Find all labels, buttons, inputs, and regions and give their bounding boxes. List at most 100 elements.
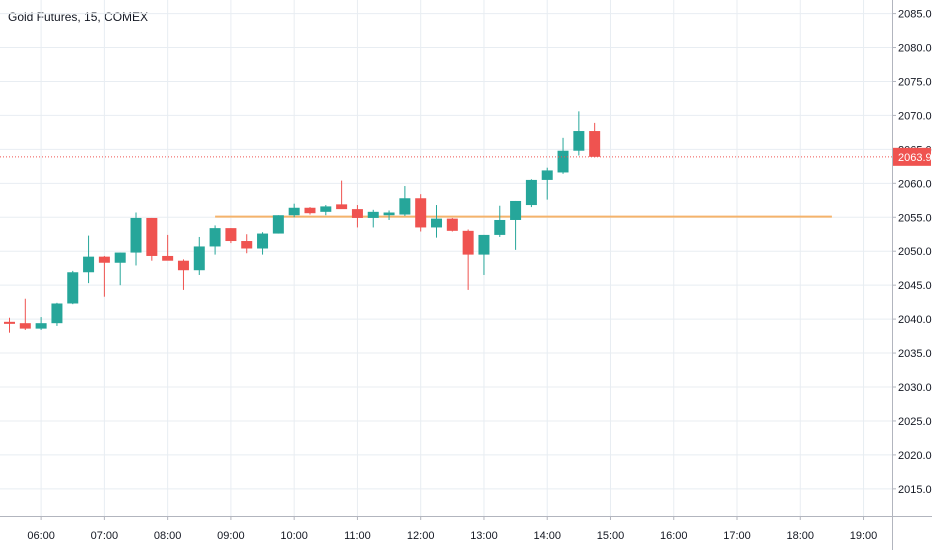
candle xyxy=(288,203,300,218)
y-tick-label: 2085.0 xyxy=(898,9,932,21)
candle xyxy=(510,200,522,250)
y-tick-label: 2035.0 xyxy=(898,348,932,360)
candle-body xyxy=(525,179,537,206)
y-tick-label: 2015.0 xyxy=(898,484,932,496)
candle-body xyxy=(431,218,443,228)
candle xyxy=(114,252,126,286)
candle xyxy=(557,137,569,174)
candle xyxy=(51,302,63,326)
candle xyxy=(67,270,79,305)
candle-body xyxy=(98,256,110,263)
x-tick-label: 11:00 xyxy=(344,530,371,542)
candle xyxy=(431,205,443,238)
candle xyxy=(83,235,95,284)
candle xyxy=(525,179,537,208)
x-tick-label: 17:00 xyxy=(723,530,751,542)
candle xyxy=(541,167,553,200)
candle xyxy=(257,232,269,255)
candle xyxy=(225,228,237,244)
x-tick-label: 14:00 xyxy=(533,530,561,542)
candle-body xyxy=(494,219,506,235)
x-tick-label: 10:00 xyxy=(280,530,308,542)
x-tick-label: 19:00 xyxy=(850,530,878,542)
candle xyxy=(130,212,142,266)
candle xyxy=(478,234,490,275)
candle-body xyxy=(19,323,31,329)
candle xyxy=(336,180,348,210)
y-tick-label: 2040.0 xyxy=(898,314,932,326)
candle xyxy=(35,317,47,330)
candle xyxy=(320,205,332,216)
candle-body xyxy=(177,260,189,271)
last-price-label: 2063.9 xyxy=(898,152,932,164)
candle xyxy=(446,217,458,232)
candle-body xyxy=(193,246,205,271)
candle-body xyxy=(510,200,522,220)
candle-body xyxy=(367,211,379,218)
candle-body xyxy=(304,207,316,214)
y-tick-label: 2075.0 xyxy=(898,76,932,88)
candle-body xyxy=(162,255,174,261)
candle-body xyxy=(462,230,474,255)
x-tick-label: 16:00 xyxy=(660,530,688,542)
candle-body xyxy=(241,241,253,249)
candle-body xyxy=(257,233,269,249)
candle xyxy=(146,217,158,261)
candle-body xyxy=(383,212,395,216)
candle-body xyxy=(541,170,553,180)
candle xyxy=(573,111,585,156)
candle xyxy=(209,225,221,255)
candle xyxy=(415,194,427,232)
x-tick-label: 18:00 xyxy=(787,530,815,542)
candle xyxy=(304,207,316,215)
candle xyxy=(98,255,110,297)
candle-body xyxy=(83,256,95,273)
candle xyxy=(19,298,31,330)
y-tick-label: 2020.0 xyxy=(898,450,932,462)
x-tick-label: 06:00 xyxy=(27,530,55,542)
candle xyxy=(589,122,601,158)
candle-body xyxy=(415,198,427,228)
candle-body xyxy=(288,207,300,216)
candle-body xyxy=(446,218,458,231)
x-tick-label: 13:00 xyxy=(470,530,498,542)
candle-body xyxy=(557,150,569,173)
candle xyxy=(241,234,253,254)
candle xyxy=(272,215,284,234)
candle-body xyxy=(67,272,79,304)
candle xyxy=(399,186,411,216)
y-tick-label: 2025.0 xyxy=(898,416,932,428)
x-tick-label: 15:00 xyxy=(597,530,625,542)
candle xyxy=(177,259,189,290)
candle-body xyxy=(130,217,142,253)
x-tick-label: 08:00 xyxy=(154,530,182,542)
candle xyxy=(193,236,205,275)
candle-body xyxy=(320,206,332,212)
candle-body xyxy=(225,228,237,242)
candle xyxy=(351,205,363,228)
candle-body xyxy=(3,321,15,324)
y-tick-label: 2045.0 xyxy=(898,280,932,292)
candle-body xyxy=(114,252,126,263)
y-tick-label: 2050.0 xyxy=(898,246,932,258)
x-tick-label: 09:00 xyxy=(217,530,245,542)
candle-body xyxy=(573,131,585,151)
y-tick-label: 2055.0 xyxy=(898,212,932,224)
candles-layer xyxy=(3,111,601,333)
candle-body xyxy=(35,323,47,329)
candle-body xyxy=(272,215,284,234)
candle-body xyxy=(209,228,221,247)
candle-body xyxy=(399,198,411,215)
x-tick-label: 07:00 xyxy=(91,530,119,542)
candle-body xyxy=(146,217,158,256)
x-tick-label: 12:00 xyxy=(407,530,435,542)
candle-body xyxy=(51,303,63,324)
y-tick-label: 2080.0 xyxy=(898,43,932,55)
candle xyxy=(462,229,474,290)
grid-lines xyxy=(0,0,892,516)
candle-body xyxy=(351,209,363,218)
candle xyxy=(3,317,15,333)
